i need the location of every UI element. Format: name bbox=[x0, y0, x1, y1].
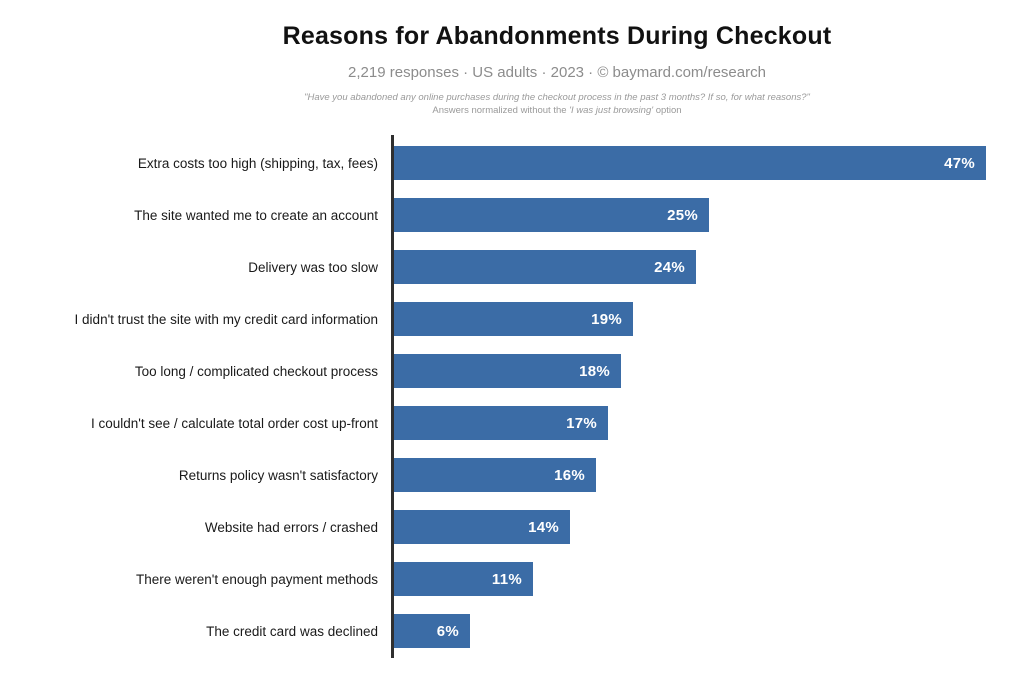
bar: 47% bbox=[394, 146, 986, 180]
bar-row: The site wanted me to create an account 2… bbox=[0, 198, 1024, 232]
bar: 16% bbox=[394, 458, 596, 492]
category-label: Returns policy wasn't satisfactory bbox=[178, 467, 378, 483]
bar: 17% bbox=[394, 406, 608, 440]
value-label: 24% bbox=[654, 258, 685, 276]
bar: 19% bbox=[394, 302, 633, 336]
bar-row: Too long / complicated checkout process 1… bbox=[0, 354, 1024, 388]
value-label: 47% bbox=[944, 154, 975, 172]
bar-track: 25% bbox=[394, 198, 1024, 232]
category-label: The credit card was declined bbox=[206, 623, 378, 639]
bar-track: 19% bbox=[394, 302, 1024, 336]
footnote-question: "Have you abandoned any online purchases… bbox=[304, 92, 810, 103]
category-label: Too long / complicated checkout process bbox=[134, 363, 378, 379]
y-axis-line bbox=[391, 135, 394, 658]
bar-track: 17% bbox=[394, 406, 1024, 440]
bar-track: 16% bbox=[394, 458, 1024, 492]
bar-row: Website had errors / crashed 14% bbox=[0, 510, 1024, 544]
chart-header: Reasons for Abandonments During Checkout… bbox=[90, 0, 1024, 117]
footnote-note-prefix: Answers normalized without the bbox=[432, 104, 570, 116]
bar: 18% bbox=[394, 354, 621, 388]
bar: 11% bbox=[394, 562, 533, 596]
bar-track: 47% bbox=[394, 146, 1024, 180]
footnote-note: Answers normalized without the 'I was ju… bbox=[90, 105, 1024, 118]
value-label: 6% bbox=[436, 622, 459, 640]
value-label: 18% bbox=[579, 362, 610, 380]
bar: 14% bbox=[394, 510, 570, 544]
bar-track: 24% bbox=[394, 250, 1024, 284]
bar-row: Delivery was too slow 24% bbox=[0, 250, 1024, 284]
chart-title: Reasons for Abandonments During Checkout bbox=[282, 22, 832, 50]
category-label: The site wanted me to create an account bbox=[134, 207, 378, 223]
value-label: 19% bbox=[591, 310, 622, 328]
bar-row: I couldn't see / calculate total order c… bbox=[0, 406, 1024, 440]
value-label: 11% bbox=[491, 570, 522, 588]
bar-track: 11% bbox=[394, 562, 1024, 596]
chart-footnote: "Have you abandoned any online purchases… bbox=[90, 92, 1024, 117]
bar: 6% bbox=[394, 614, 470, 648]
bar-track: 6% bbox=[394, 614, 1024, 648]
value-label: 16% bbox=[554, 466, 585, 484]
category-label: There weren't enough payment methods bbox=[136, 571, 378, 587]
bar-row: I didn't trust the site with my credit c… bbox=[0, 302, 1024, 336]
value-label: 25% bbox=[667, 206, 698, 224]
bar-row: There weren't enough payment methods 11% bbox=[0, 562, 1024, 596]
bar-row: Extra costs too high (shipping, tax, fee… bbox=[0, 146, 1024, 180]
footnote-note-quote: 'I was just browsing' bbox=[569, 104, 654, 116]
bar: 25% bbox=[394, 198, 709, 232]
category-label: Delivery was too slow bbox=[248, 259, 378, 275]
category-label: Website had errors / crashed bbox=[204, 519, 378, 535]
category-label: Extra costs too high (shipping, tax, fee… bbox=[137, 155, 378, 171]
bar-track: 18% bbox=[394, 354, 1024, 388]
category-label: I didn't trust the site with my credit c… bbox=[74, 311, 378, 327]
bar-row: The credit card was declined 6% bbox=[0, 614, 1024, 648]
bar-track: 14% bbox=[394, 510, 1024, 544]
bar: 24% bbox=[394, 250, 696, 284]
value-label: 17% bbox=[566, 414, 597, 432]
bar-rows: Extra costs too high (shipping, tax, fee… bbox=[0, 146, 1024, 648]
chart-subtitle: 2,219 responses · US adults · 2023 · © b… bbox=[348, 64, 766, 81]
bar-chart: Extra costs too high (shipping, tax, fee… bbox=[0, 135, 1024, 658]
value-label: 14% bbox=[528, 518, 559, 536]
footnote-note-suffix: option bbox=[653, 104, 682, 116]
category-label: I couldn't see / calculate total order c… bbox=[91, 415, 378, 431]
bar-row: Returns policy wasn't satisfactory 16% bbox=[0, 458, 1024, 492]
